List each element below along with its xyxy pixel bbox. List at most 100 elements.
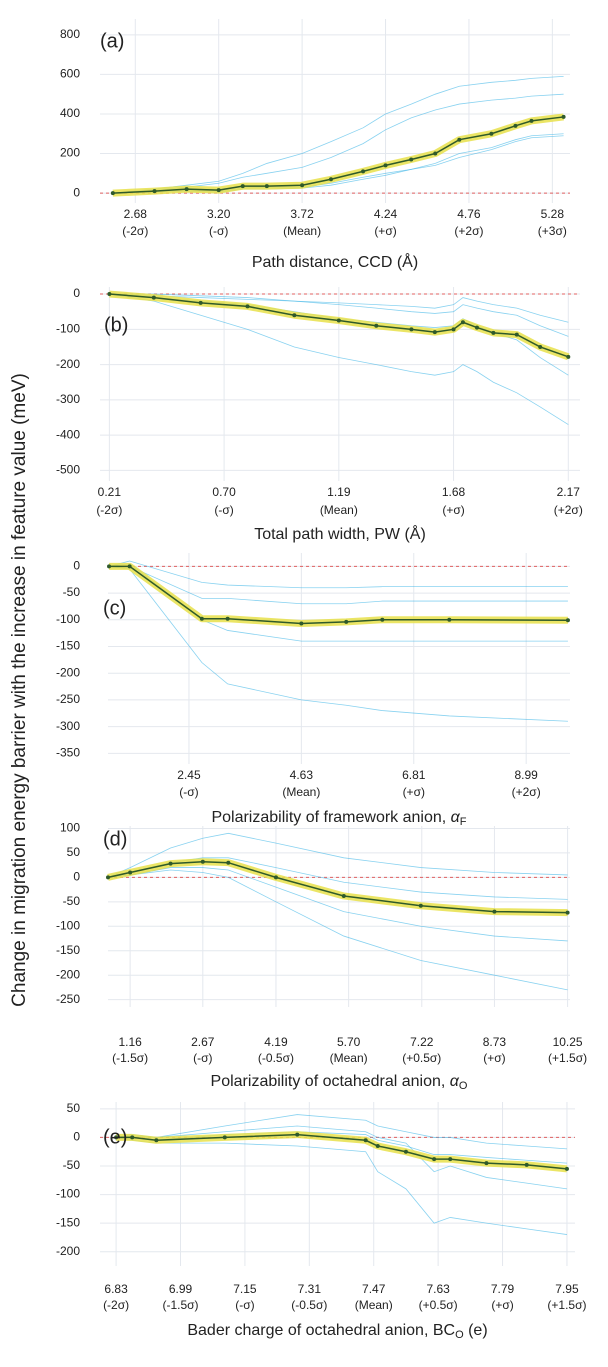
mean-marker: [361, 169, 366, 174]
x-tick-sublabel: (+2σ): [554, 503, 583, 517]
x-tick-sublabel: (+σ): [491, 1298, 513, 1312]
ice-line: [109, 293, 569, 323]
ice-line: [107, 867, 568, 942]
mean-marker: [154, 1138, 159, 1143]
panel-label: (a): [100, 30, 124, 52]
x-axis-label: Total path width, PW (Å): [254, 524, 426, 543]
x-tick-label: 2.68: [124, 207, 148, 221]
x-tick-label: 5.70: [337, 1035, 361, 1049]
mean-marker: [225, 616, 230, 621]
x-tick-label: 7.63: [426, 1282, 450, 1296]
mean-marker: [489, 131, 494, 136]
x-tick-sublabel: (-2σ): [122, 224, 148, 238]
mean-marker: [336, 318, 341, 323]
mean-marker: [240, 184, 245, 189]
y-tick-label: 100: [60, 821, 80, 835]
x-tick-label: 4.24: [374, 207, 398, 221]
y-tick-label: -200: [56, 357, 80, 371]
x-tick-sublabel: (Mean): [283, 224, 321, 238]
mean-marker: [375, 1144, 380, 1148]
y-tick-label: -50: [63, 894, 81, 908]
mean-marker: [491, 330, 496, 335]
mean-marker: [226, 860, 231, 865]
x-tick-sublabel: (+1.5σ): [547, 1298, 586, 1312]
y-tick-label: -50: [63, 1158, 81, 1172]
mean-marker: [432, 1157, 437, 1162]
x-tick-sublabel: (+2σ): [512, 785, 541, 799]
x-axis-label-subscript: F: [460, 816, 467, 828]
x-tick-sublabel: (+0.5σ): [419, 1298, 458, 1312]
mean-marker: [513, 123, 518, 128]
mean-marker: [403, 1149, 408, 1154]
x-tick-label: 3.72: [290, 207, 314, 221]
y-tick-label: -350: [56, 745, 80, 759]
ice-line: [107, 869, 568, 991]
x-tick-sublabel: (+1.5σ): [548, 1051, 587, 1065]
mean-marker: [474, 325, 479, 330]
x-tick-sublabel: (-σ): [235, 1298, 254, 1312]
mean-marker: [565, 910, 570, 915]
x-axis-label-subscript: O: [459, 1080, 468, 1092]
mean-marker: [184, 187, 189, 192]
mean-marker: [341, 893, 346, 898]
mean-marker: [492, 909, 497, 914]
x-tick-label: 1.68: [442, 485, 466, 499]
mean-marker: [199, 616, 204, 621]
ice-line: [109, 565, 568, 605]
y-tick-label: -100: [56, 612, 80, 626]
mean-marker: [447, 617, 452, 622]
y-tick-label: -100: [56, 1187, 80, 1201]
x-tick-label: 4.76: [457, 207, 481, 221]
mean-marker: [152, 189, 157, 194]
y-tick-label: 0: [73, 286, 80, 300]
mean-marker: [328, 177, 333, 182]
mean-band: [107, 858, 568, 917]
y-tick-label: 50: [67, 845, 81, 859]
ice-line: [109, 293, 569, 337]
ice-line: [112, 93, 564, 194]
mean-marker: [409, 327, 414, 332]
y-tick-label: -250: [56, 992, 80, 1006]
mean-marker: [433, 151, 438, 156]
x-tick-sublabel: (+3σ): [538, 224, 567, 238]
x-axis-label-text: Bader charge of octahedral anion, BC: [187, 1322, 455, 1339]
y-tick-label: -200: [56, 1244, 80, 1258]
mean-line: [107, 860, 568, 914]
panel-label: (d): [103, 828, 127, 850]
mean-marker: [457, 137, 462, 142]
mean-marker: [300, 183, 305, 188]
x-tick-label: 1.16: [118, 1035, 142, 1049]
x-tick-label: 0.70: [212, 485, 236, 499]
mean-marker: [127, 564, 132, 569]
mean-marker: [564, 1166, 569, 1171]
y-tick-label: -300: [56, 719, 80, 733]
x-tick-sublabel: (+σ): [374, 224, 396, 238]
x-tick-label: 10.25: [553, 1035, 583, 1049]
x-axis-label-text: Polarizability of framework anion,: [211, 809, 450, 826]
panel-label: (e): [103, 1126, 127, 1148]
x-tick-sublabel: (-2σ): [96, 503, 122, 517]
x-tick-label: 4.63: [290, 768, 314, 782]
x-tick-sublabel: (+σ): [483, 1051, 505, 1065]
x-tick-sublabel: (+0.5σ): [402, 1051, 441, 1065]
y-tick-label: 400: [60, 106, 80, 120]
y-axis-label: Change in migration energy barrier with …: [9, 373, 30, 1007]
mean-marker: [151, 295, 156, 300]
mean-marker: [524, 1162, 529, 1167]
ice-line: [112, 135, 564, 194]
x-tick-sublabel: (-1.5σ): [162, 1298, 198, 1312]
mean-marker: [448, 1157, 453, 1162]
mean-marker: [484, 1161, 489, 1166]
x-tick-label: 6.81: [402, 768, 426, 782]
mean-marker: [565, 618, 570, 623]
y-tick-label: 800: [60, 27, 80, 41]
y-tick-label: -500: [56, 463, 80, 477]
mean-marker: [107, 292, 112, 297]
y-tick-label: -300: [56, 392, 80, 406]
x-tick-label: 7.95: [555, 1282, 579, 1296]
y-tick-label: -150: [56, 639, 80, 653]
x-tick-sublabel: (-σ): [193, 1051, 212, 1065]
x-tick-label: 8.99: [514, 768, 538, 782]
x-tick-sublabel: (Mean): [355, 1298, 393, 1312]
mean-marker: [168, 861, 173, 866]
